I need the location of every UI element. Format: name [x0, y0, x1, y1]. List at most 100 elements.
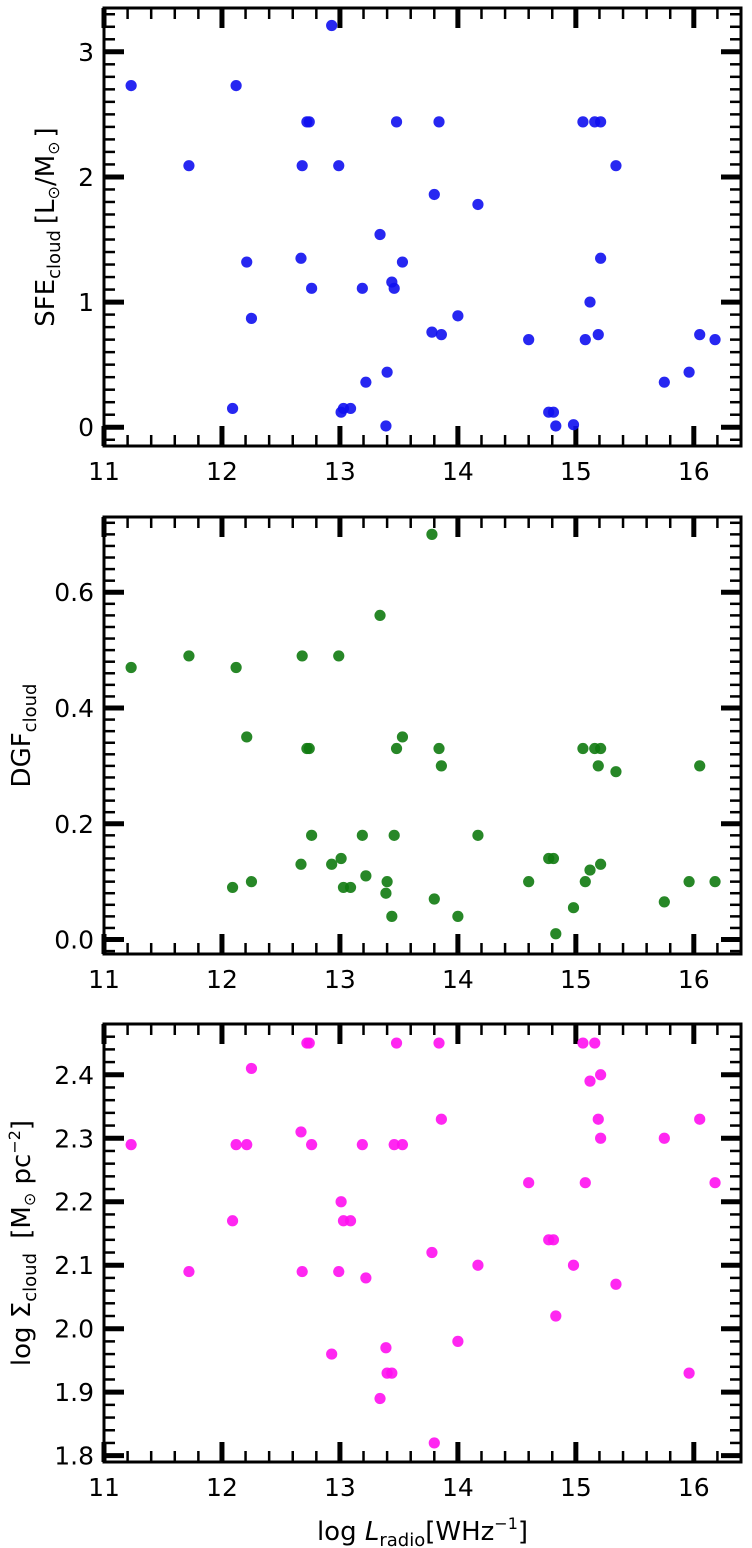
- data-point: [433, 742, 445, 755]
- x-tick-label: 13: [324, 1473, 356, 1502]
- data-point: [356, 829, 368, 841]
- data-point: [567, 1259, 580, 1271]
- data-point: [226, 1215, 239, 1227]
- data-point: [610, 766, 622, 778]
- x-tick-label: 12: [206, 457, 238, 486]
- data-point: [374, 609, 386, 621]
- data-point: [577, 742, 589, 755]
- data-point: [426, 326, 438, 338]
- data-point: [433, 116, 445, 128]
- y-axis-label: log Σcloud [M⊙ pc−2]: [5, 1120, 41, 1366]
- data-point: [579, 876, 591, 888]
- dgf-panel: 11 12 13 14 15 16 0.0 0.2 0.4 0.6 DGFcloud: [7, 515, 743, 994]
- data-point: [595, 742, 607, 755]
- data-point: [547, 852, 560, 865]
- data-point: [523, 334, 535, 346]
- data-point: [390, 742, 403, 755]
- data-point: [380, 420, 392, 432]
- y-tick-label: 3: [78, 38, 94, 67]
- x-tick-label: 11: [88, 1473, 120, 1502]
- data-point: [428, 188, 440, 201]
- data-point: [595, 116, 607, 128]
- data-point: [386, 910, 398, 922]
- x-tick-label: 12: [206, 1473, 238, 1502]
- y-tick-label: 2.2: [54, 1188, 94, 1217]
- data-point: [426, 528, 438, 540]
- y-tick-label: 2.3: [54, 1124, 94, 1153]
- x-tick-label: 15: [560, 965, 592, 994]
- data-point: [326, 19, 338, 32]
- data-point: [610, 160, 622, 172]
- data-point: [550, 928, 562, 940]
- y-tick-label: 1.8: [54, 1442, 94, 1471]
- y-tick-label: 0.4: [54, 694, 94, 723]
- sigma-panel: 11 12 13 14 15 16 1.8 1.9 2.0 2.1 2.2 2.3 2.4 log Σcl…: [5, 1022, 743, 1548]
- data-point: [472, 829, 484, 841]
- y-tick-label: 1: [78, 288, 94, 317]
- data-point: [452, 910, 464, 922]
- data-point: [344, 1215, 357, 1227]
- data-point: [709, 334, 721, 346]
- data-point: [390, 1037, 403, 1049]
- x-tick-label: 16: [678, 1473, 710, 1502]
- data-point: [386, 1367, 398, 1379]
- data-point: [452, 1335, 464, 1347]
- y-tick-label: 0.0: [54, 926, 94, 955]
- data-point: [694, 760, 706, 772]
- data-point: [230, 1139, 242, 1151]
- data-point: [589, 1037, 601, 1049]
- data-point: [333, 1265, 345, 1278]
- data-point: [303, 742, 315, 755]
- data-point: [592, 760, 604, 772]
- data-point: [579, 1177, 591, 1189]
- data-point: [683, 366, 695, 378]
- x-tick-label: 16: [678, 457, 710, 486]
- data-point: [547, 1234, 560, 1246]
- data-point: [435, 1113, 447, 1125]
- data-point: [374, 1392, 386, 1405]
- data-point: [577, 116, 589, 128]
- data-point: [344, 881, 357, 894]
- data-point: [579, 334, 591, 346]
- plot-frame: [102, 6, 743, 448]
- x-tick-label: 15: [560, 457, 592, 486]
- data-point: [567, 902, 580, 914]
- data-point: [592, 1113, 604, 1125]
- y-axis-label: SFEcloud[L⊙/M⊙]: [31, 127, 65, 326]
- data-point: [610, 1278, 622, 1290]
- data-point: [380, 1342, 392, 1354]
- data-point: [303, 1037, 315, 1049]
- data-point: [381, 876, 393, 888]
- data-point: [381, 366, 393, 378]
- y-tick-label: 2.4: [54, 1061, 94, 1090]
- data-point: [694, 329, 706, 341]
- data-point: [550, 1310, 562, 1322]
- data-point: [360, 870, 372, 882]
- data-point: [388, 282, 400, 294]
- data-point: [435, 760, 447, 772]
- data-point: [245, 312, 258, 324]
- data-point: [335, 1196, 347, 1208]
- y-tick-label: 2.0: [54, 1315, 94, 1344]
- data-point: [241, 256, 253, 268]
- data-point: [390, 116, 403, 128]
- data-point: [295, 252, 307, 264]
- data-point: [333, 160, 345, 172]
- data-point: [658, 896, 670, 908]
- data-point: [296, 650, 308, 662]
- data-point: [428, 1437, 440, 1449]
- plot-frame: [102, 1022, 743, 1464]
- y-tick-label: 0.6: [54, 578, 94, 607]
- data-point: [595, 858, 607, 870]
- x-tick-label: 14: [442, 1473, 474, 1502]
- data-point: [584, 1075, 596, 1087]
- data-point: [683, 876, 695, 888]
- data-point: [245, 876, 258, 888]
- data-point: [344, 402, 357, 415]
- data-point: [683, 1367, 695, 1379]
- y-tick-label: 2: [78, 163, 94, 192]
- data-point: [396, 731, 409, 743]
- data-point: [356, 1139, 368, 1151]
- x-tick-label: 13: [324, 965, 356, 994]
